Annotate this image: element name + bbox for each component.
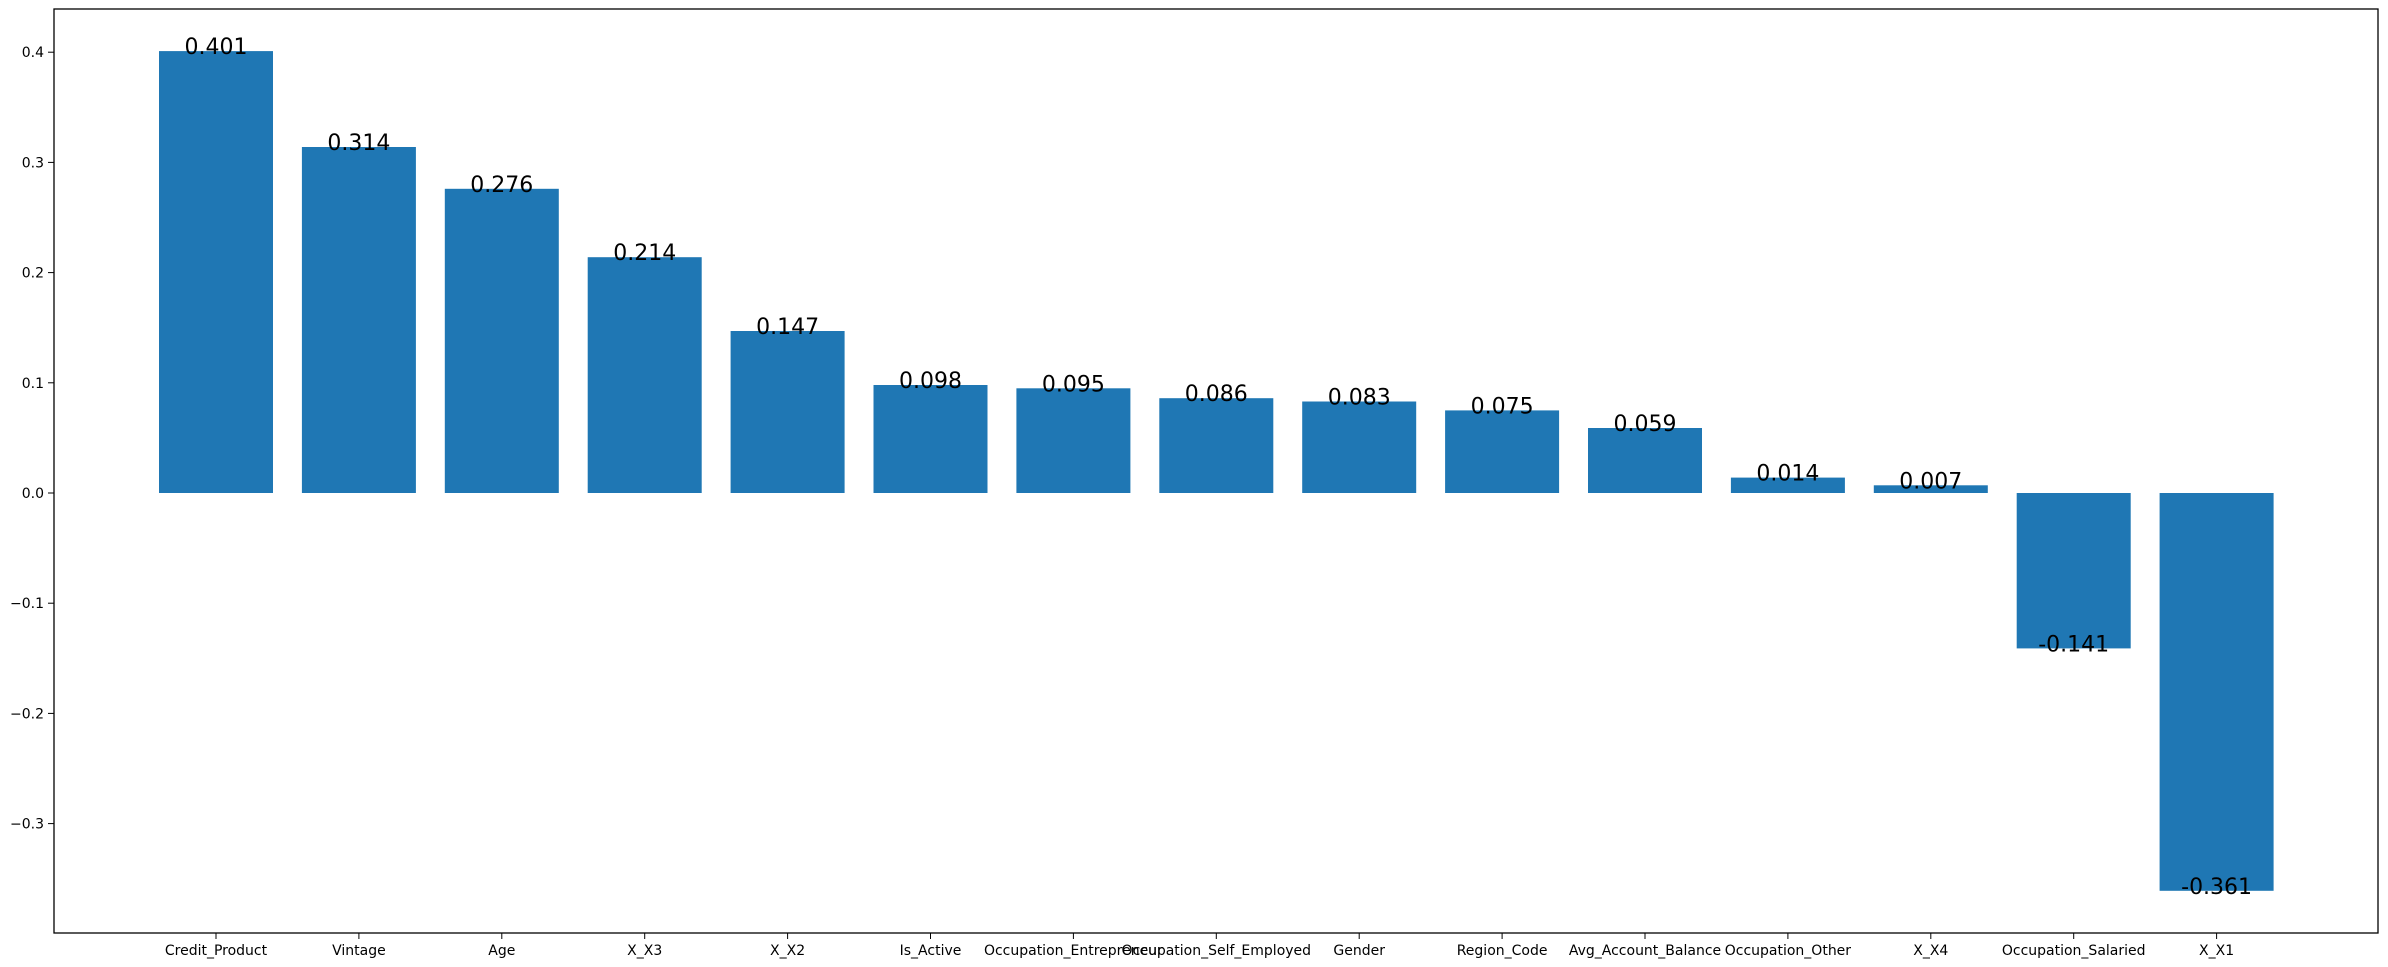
x-tick-label: Gender <box>1333 943 1385 959</box>
x-tick-label: Vintage <box>332 943 386 959</box>
bar-value-label: 0.075 <box>1471 394 1534 419</box>
bar-value-label: 0.098 <box>899 369 962 394</box>
x-tick-label: Region_Code <box>1457 943 1548 959</box>
bar-value-label: 0.007 <box>1899 469 1962 494</box>
bar-value-label: 0.095 <box>1042 372 1105 397</box>
x-tick-label: Is_Active <box>900 943 962 959</box>
plot-frame <box>53 8 2379 934</box>
bar-x-x4 <box>1873 485 1988 493</box>
x-tick-label: Occupation_Salaried <box>2002 943 2146 959</box>
x-tick-label: Occupation_Self_Employed <box>1122 943 1312 959</box>
x-axis: Credit_Product Vintage Age X_X3 X_X2 Is_Activ… <box>165 933 2234 959</box>
bar-x-x3 <box>587 257 702 493</box>
bar-occupation-other <box>1730 477 1845 493</box>
x-tick-label: Occupation_Other <box>1725 943 1852 959</box>
y-tick-label: −0.2 <box>10 706 44 722</box>
bar-value-label: 0.014 <box>1756 462 1819 487</box>
y-tick-label: 0.3 <box>22 155 44 171</box>
bar-credit-product <box>159 51 273 493</box>
bar-value-label: 0.276 <box>470 173 533 198</box>
bar-value-label: 0.214 <box>613 241 676 266</box>
bar-value-label: 0.147 <box>756 315 819 340</box>
bar-value-label: 0.059 <box>1614 412 1677 437</box>
x-tick-label: X_X2 <box>770 943 805 959</box>
x-tick-label: Age <box>488 943 515 959</box>
bar-value-label: -0.141 <box>2038 632 2109 657</box>
x-tick-label: Credit_Product <box>165 943 268 959</box>
bar-gender <box>1302 401 1417 493</box>
x-tick-label: X_X3 <box>627 943 662 959</box>
bar-value-label: 0.086 <box>1185 382 1248 407</box>
bar-age <box>444 188 559 494</box>
x-tick-label: X_X1 <box>2199 943 2234 959</box>
bar-value-label: 0.083 <box>1328 386 1391 411</box>
bar-avg-account-balance <box>1588 428 1702 493</box>
bar-occupation-entrepreneur <box>1016 388 1131 493</box>
y-tick-label: 0.1 <box>22 376 44 392</box>
x-tick-label: X_X4 <box>1913 943 1948 959</box>
bar-labels-group: 0.401 0.314 0.276 0.214 0.147 0.098 0.095 0.086… <box>185 35 2253 900</box>
bars-group <box>159 51 2274 891</box>
y-tick-label: 0.2 <box>22 266 44 282</box>
y-axis: −0.3 −0.2 −0.1 0.0 0.1 0.2 0.3 0.4 <box>10 45 54 833</box>
bar-region-code <box>1445 410 1560 493</box>
y-tick-label: 0.4 <box>22 45 44 61</box>
y-tick-label: 0.0 <box>22 486 44 502</box>
y-tick-label: −0.1 <box>10 596 44 612</box>
y-tick-label: −0.3 <box>10 817 44 833</box>
bar-value-label: 0.314 <box>327 131 390 156</box>
bar-occupation-salaried <box>2016 493 2131 649</box>
bar-occupation-self-employed <box>1159 398 1274 493</box>
bar-x-x2 <box>730 331 845 493</box>
bar-x-x1 <box>2159 493 2274 891</box>
bar-is-active <box>873 385 988 493</box>
bar-vintage <box>301 147 416 493</box>
bar-value-label: -0.361 <box>2181 875 2252 900</box>
x-tick-label: Avg_Account_Balance <box>1569 943 1721 959</box>
bar-value-label: 0.401 <box>185 35 248 60</box>
x-tick-label: Occupation_Entrepreneur <box>984 943 1163 959</box>
